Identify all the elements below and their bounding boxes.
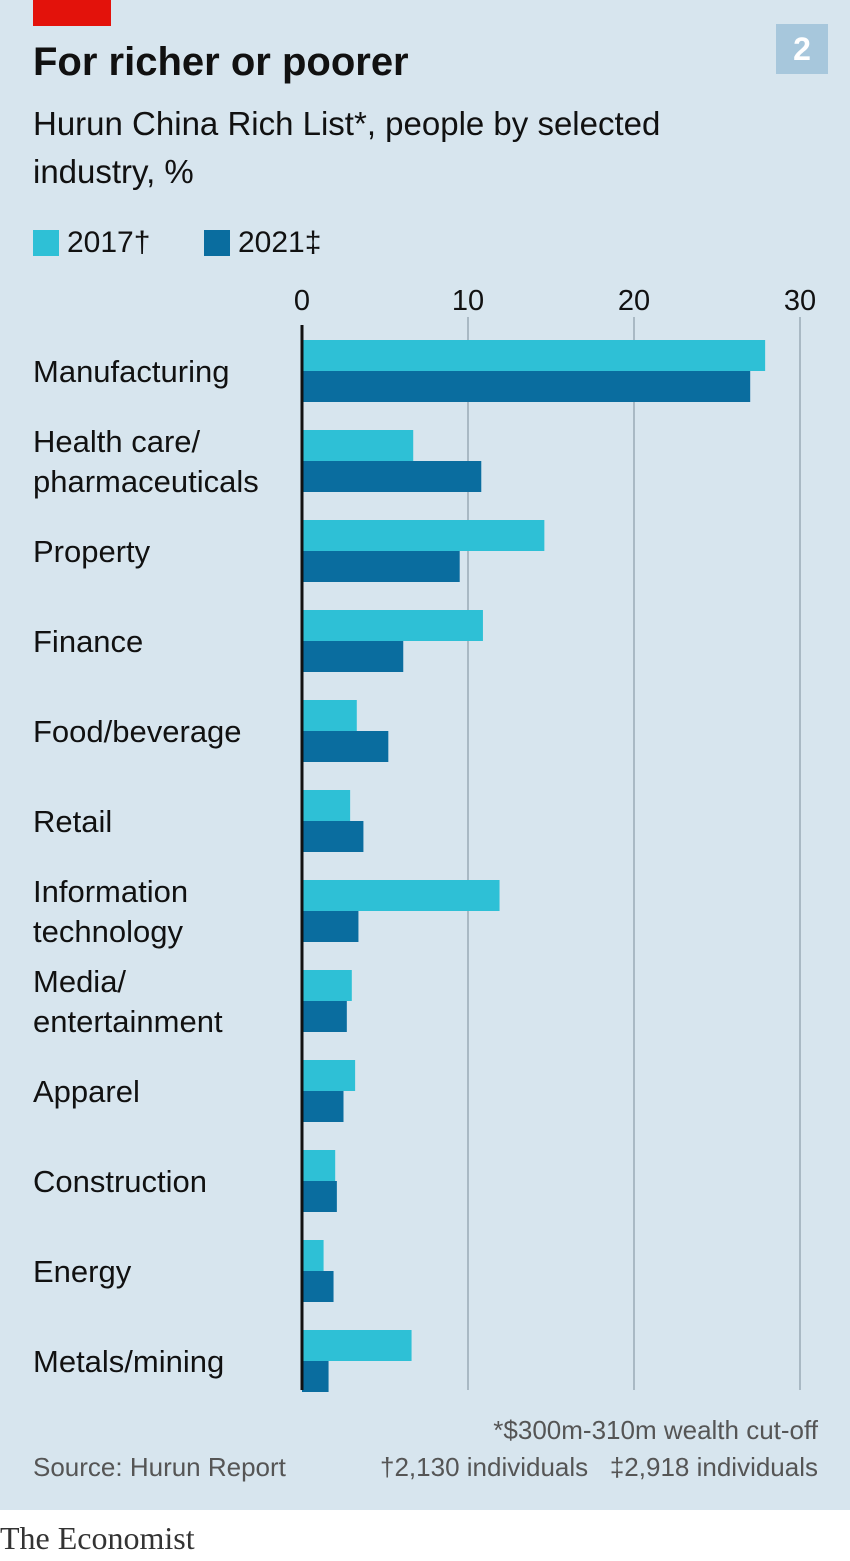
legend-label: 2017† <box>67 226 151 259</box>
bar-2017 <box>302 1330 412 1361</box>
footnote-individuals: †2,130 individuals ‡2,918 individuals <box>380 1452 818 1483</box>
category-label: Energy <box>33 1254 132 1289</box>
category-label: Construction <box>33 1164 207 1199</box>
category-label: Retail <box>33 804 112 839</box>
red-tag <box>33 0 111 26</box>
bar-2021 <box>302 731 389 762</box>
legend-2017: 2017† <box>33 226 150 260</box>
legend-swatch-2017 <box>33 230 59 256</box>
bar-2017 <box>302 880 500 911</box>
bar-2017 <box>302 430 414 461</box>
bar-2021 <box>302 461 482 492</box>
category-label: Metals/mining <box>33 1344 224 1379</box>
x-tick-label: 30 <box>784 285 816 317</box>
legend-swatch-2021 <box>204 230 230 256</box>
bar-chart: 0 10 20 30 Manufacturing Health care/pharmace… <box>33 285 816 1392</box>
brand-logo: The Economist <box>0 1520 195 1556</box>
x-tick-label: 0 <box>294 285 310 317</box>
bar-2017 <box>302 790 351 821</box>
footnote-2021: ‡2,918 individuals <box>609 1452 818 1482</box>
bar-2021 <box>302 1001 347 1032</box>
category-label: Manufacturing <box>33 354 229 389</box>
source: Source: Hurun Report <box>33 1452 286 1482</box>
category-label: Media/entertainment <box>33 964 223 1039</box>
bar-2021 <box>302 1091 344 1122</box>
bar-2021 <box>302 821 364 852</box>
bar-2017 <box>302 520 545 551</box>
bar-2021 <box>302 641 404 672</box>
legend-2021: 2021‡ <box>204 226 321 260</box>
bar-2021 <box>302 1271 334 1302</box>
bar-2017 <box>302 1240 324 1271</box>
category-label: Apparel <box>33 1074 140 1109</box>
bar-2021 <box>302 551 460 582</box>
category-label: Finance <box>33 624 143 659</box>
x-tick-label: 20 <box>618 285 650 317</box>
bar-2021 <box>302 1181 337 1212</box>
bar-2017 <box>302 340 766 371</box>
category-label: Information technology <box>33 874 188 949</box>
bar-2017 <box>302 610 483 641</box>
x-tick-label: 10 <box>452 285 484 317</box>
chart-number: 2 <box>776 24 828 74</box>
bar-2021 <box>302 911 359 942</box>
bar-2017 <box>302 1150 336 1181</box>
bar-2021 <box>302 1361 329 1392</box>
category-label: Health care/pharmaceuticals <box>33 424 259 499</box>
category-label: Property <box>33 534 151 569</box>
bar-2017 <box>302 970 352 1001</box>
chart-title: For richer or poorer <box>33 40 409 84</box>
legend-label: 2021‡ <box>238 226 322 259</box>
bar-2021 <box>302 371 751 402</box>
bar-2017 <box>302 700 357 731</box>
footnote-2017: †2,130 individuals <box>380 1452 589 1482</box>
chart-panel: For richer or poorer Hurun China Rich Li… <box>0 0 850 1510</box>
footnote-cutoff: *$300m-310m wealth cut-off <box>493 1415 818 1445</box>
chart-subtitle: Hurun China Rich List*, people by select… <box>33 105 661 190</box>
category-label: Food/beverage <box>33 714 242 749</box>
bar-2017 <box>302 1060 356 1091</box>
